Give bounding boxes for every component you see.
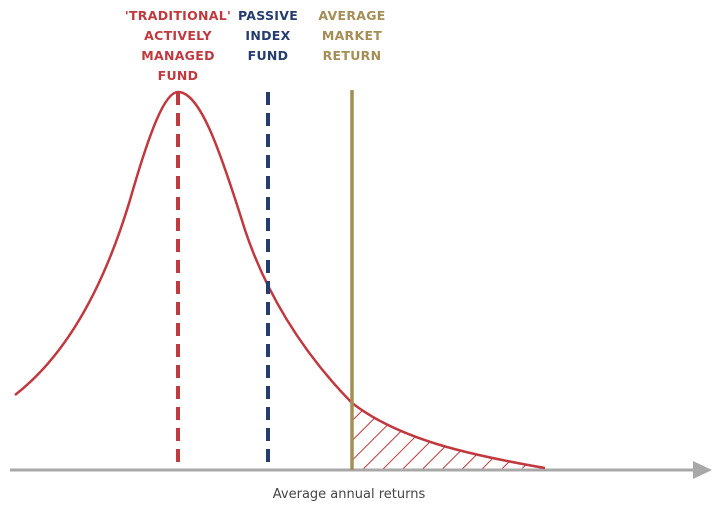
label-line: RETURN	[323, 48, 382, 63]
x-axis-label: Average annual returns	[273, 487, 426, 502]
axis-arrow	[693, 461, 712, 479]
label-line: MANAGED	[141, 48, 215, 63]
label-line: INDEX	[245, 28, 290, 43]
label-line: AVERAGE	[318, 8, 385, 23]
label-line: FUND	[248, 48, 289, 63]
label-line: 'TRADITIONAL'	[125, 8, 231, 23]
label-line: PASSIVE	[238, 8, 298, 23]
label-line: ACTIVELY	[144, 28, 212, 43]
tail-hatch	[352, 403, 545, 470]
labels: 'TRADITIONAL' ACTIVELY MANAGED FUND PASSIVE I…	[125, 8, 385, 83]
label-line: FUND	[158, 68, 199, 83]
label-line: MARKET	[322, 28, 382, 43]
distribution-curve	[14, 90, 546, 470]
